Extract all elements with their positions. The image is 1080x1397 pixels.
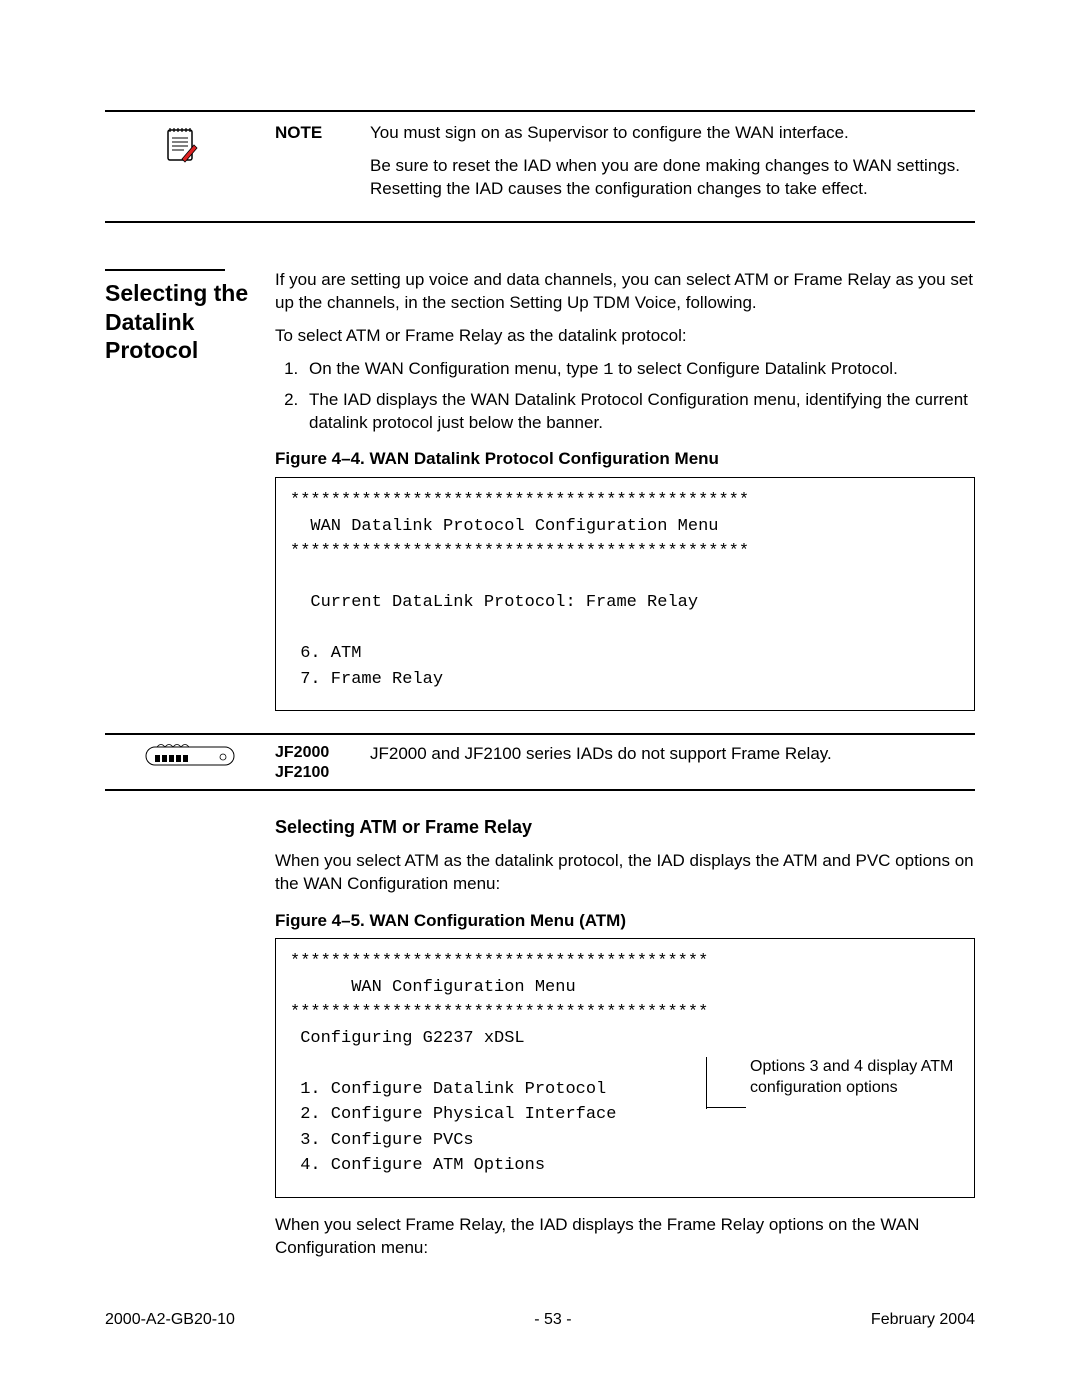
notepad-icon: [165, 151, 199, 170]
figure-5-box: ****************************************…: [275, 938, 975, 1198]
figure-5-text: ****************************************…: [290, 952, 708, 1175]
figure-4-caption: Figure 4–4. WAN Datalink Protocol Config…: [275, 448, 975, 471]
intro-paragraph: If you are setting up voice and data cha…: [275, 269, 975, 315]
main-column: If you are setting up voice and data cha…: [275, 269, 975, 728]
jf-icon-column: [105, 741, 275, 783]
step-1b: to select Configure Datalink Protocol.: [613, 359, 897, 378]
callout-text: Options 3 and 4 display ATM configuratio…: [750, 1058, 953, 1096]
note-block: NOTE You must sign on as Supervisor to c…: [105, 118, 975, 223]
figure-5-callout: Options 3 and 4 display ATM configuratio…: [750, 1057, 960, 1099]
after-figure-5-paragraph: When you select Frame Relay, the IAD dis…: [275, 1214, 975, 1260]
figure-5-caption: Figure 4–5. WAN Configuration Menu (ATM): [275, 910, 975, 933]
section-selecting-datalink: Selecting the Datalink Protocol If you a…: [105, 269, 975, 728]
callout-connector-h: [706, 1107, 746, 1108]
callout-connector-v: [706, 1057, 707, 1109]
jf-label-2: JF2100: [275, 763, 370, 783]
side-column-empty: [105, 791, 275, 1269]
note-body: You must sign on as Supervisor to config…: [370, 118, 975, 211]
footer-page-number: - 53 -: [534, 1309, 571, 1331]
step-1-code: 1: [603, 361, 613, 380]
note-label: NOTE: [275, 118, 370, 211]
jf-labels: JF2000 JF2100: [275, 741, 370, 783]
sub-heading: Selecting ATM or Frame Relay: [275, 815, 975, 839]
step-1: On the WAN Configuration menu, type 1 to…: [303, 358, 975, 383]
select-line: To select ATM or Frame Relay as the data…: [275, 325, 975, 348]
sub-paragraph-1: When you select ATM as the datalink prot…: [275, 850, 975, 896]
jf-body: JF2000 and JF2100 series IADs do not sup…: [370, 741, 975, 783]
footer-doc-id: 2000-A2-GB20-10: [105, 1309, 235, 1331]
figure-4-box: ****************************************…: [275, 477, 975, 711]
jf-note-block: JF2000 JF2100 JF2000 and JF2100 series I…: [105, 733, 975, 791]
step-1a: On the WAN Configuration menu, type: [309, 359, 603, 378]
section-heading: Selecting the Datalink Protocol: [105, 279, 265, 365]
jf-label-1: JF2000: [275, 743, 370, 763]
note-icon-column: [105, 118, 275, 211]
iad-device-icon: [145, 754, 235, 773]
note-paragraph-2: Be sure to reset the IAD when you are do…: [370, 155, 975, 201]
note-paragraph-1: You must sign on as Supervisor to config…: [370, 122, 975, 145]
top-rule: [105, 110, 975, 112]
main-column-2: Selecting ATM or Frame Relay When you se…: [275, 791, 975, 1269]
side-column: Selecting the Datalink Protocol: [105, 269, 275, 728]
side-rule: [105, 269, 225, 271]
subsection-atm-frame-relay: Selecting ATM or Frame Relay When you se…: [105, 791, 975, 1269]
steps-list: On the WAN Configuration menu, type 1 to…: [275, 358, 975, 435]
page-footer: 2000-A2-GB20-10 - 53 - February 2004: [105, 1309, 975, 1331]
step-2: The IAD displays the WAN Datalink Protoc…: [303, 389, 975, 435]
footer-date: February 2004: [871, 1309, 975, 1331]
